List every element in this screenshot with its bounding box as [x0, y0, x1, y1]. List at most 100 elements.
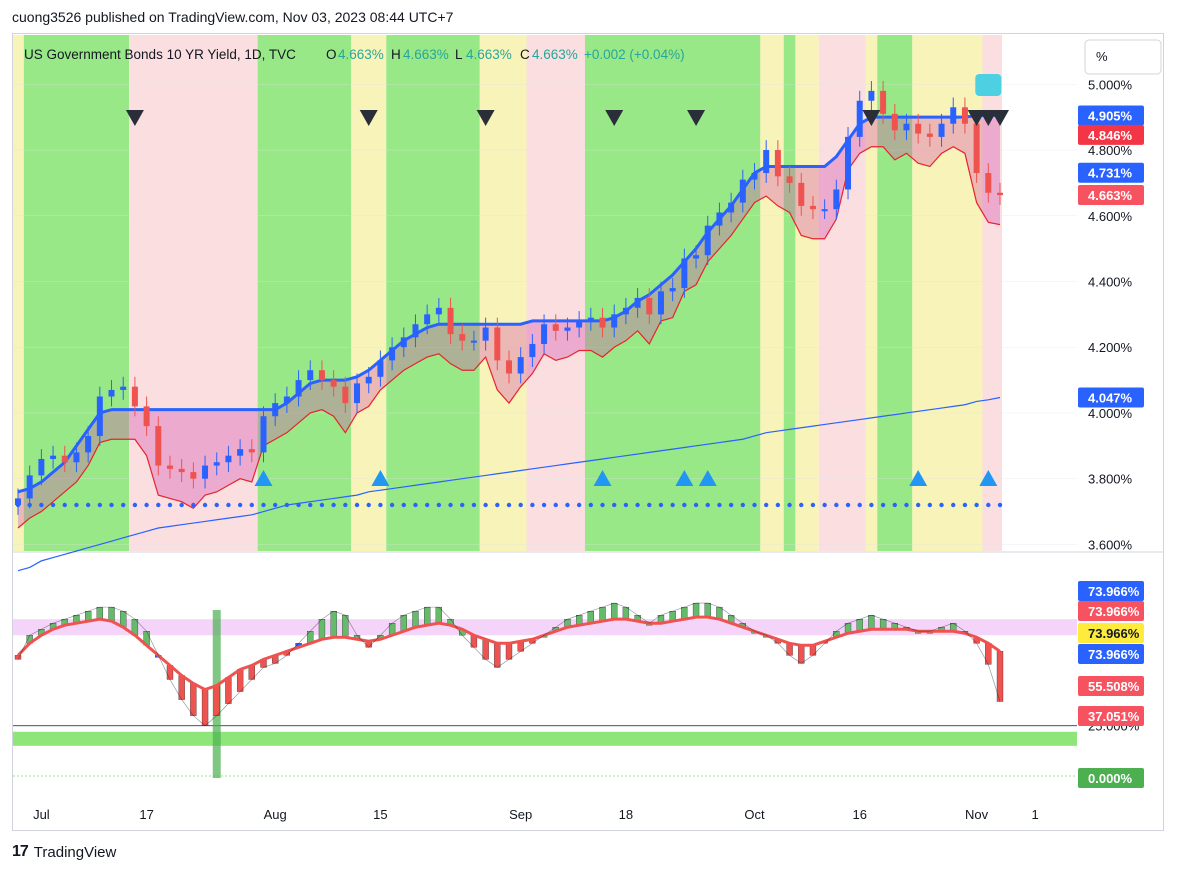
- baseline-dot: [214, 502, 219, 508]
- candle-body: [260, 416, 267, 453]
- candle-body: [599, 317, 606, 328]
- baseline-dot: [775, 502, 781, 508]
- candle-body: [693, 255, 700, 259]
- ma-series-line: [17, 396, 1001, 572]
- percent-scale-button[interactable]: [1084, 39, 1162, 75]
- baseline-dot: [389, 502, 395, 508]
- time-axis-tick: Jul: [33, 807, 50, 822]
- oscillator-pane: 25.000%73.966%73.966%73.966%73.966%55.50…: [13, 581, 1144, 788]
- band-yellow: [795, 35, 819, 551]
- candle-body: [482, 327, 489, 341]
- candle-body: [213, 462, 220, 466]
- baseline-dot: [378, 502, 383, 508]
- time-axis: Jul 17 Aug 15 Sep 18 Oct 16 Nov 1: [33, 807, 1039, 822]
- oscillator-bar: [611, 602, 618, 620]
- candle-body: [938, 123, 945, 137]
- buy-signal-marker: [909, 470, 928, 486]
- baseline-dot: [284, 502, 290, 508]
- buy-signal-marker: [371, 470, 390, 486]
- candle-body: [202, 465, 209, 479]
- candle-body: [365, 376, 372, 384]
- candle-body: [552, 324, 559, 331]
- baseline-dot: [74, 502, 79, 508]
- candle-body: [611, 314, 618, 328]
- price-labels: 4.905% 4.846% 4.731% 4.663% 4.047%: [1078, 105, 1144, 408]
- price-axis: 5.000% 4.800% 4.600% 4.400% 4.200% 4.000% 3.80…: [1088, 77, 1133, 552]
- buy-signal-marker: [698, 470, 717, 486]
- band-pink: [982, 35, 1002, 551]
- baseline-dot: [401, 502, 406, 508]
- candle-body: [646, 297, 653, 315]
- oscillator-label-text: 55.508%: [1088, 679, 1140, 694]
- baseline-dot: [904, 502, 909, 508]
- baseline-dot: [880, 502, 886, 508]
- candle-body: [155, 426, 162, 466]
- candle-body: [459, 334, 466, 341]
- legend-open-value: 4.663%: [338, 47, 384, 62]
- time-axis-tick: Nov: [965, 807, 989, 822]
- band-green: [386, 35, 480, 551]
- oscillator-bar: [868, 615, 875, 630]
- oscillator-bar: [236, 669, 244, 692]
- oscillator-bar: [879, 619, 887, 630]
- candle-body: [447, 307, 454, 335]
- oscillator-label-tag: [1078, 623, 1144, 643]
- time-axis-tick: Oct: [744, 807, 765, 822]
- candle-body: [634, 297, 641, 308]
- candle-body: [61, 455, 68, 463]
- baseline-dot: [39, 502, 44, 508]
- oscillator-label-text: 73.966%: [1088, 604, 1140, 619]
- price-label-tag: [1078, 387, 1144, 408]
- baseline-dot: [249, 502, 255, 508]
- baseline-dot: [647, 502, 652, 508]
- baseline-dot: [191, 502, 196, 508]
- baseline-dot: [892, 502, 897, 508]
- oscillator-bar: [318, 619, 326, 640]
- candle-body: [856, 100, 863, 137]
- baseline-dot: [436, 502, 442, 508]
- price-label-tag: [1078, 124, 1144, 145]
- candle-body: [751, 173, 758, 180]
- baseline-dot: [109, 502, 114, 508]
- sell-signal-marker: [125, 110, 144, 126]
- candle-body: [73, 452, 80, 463]
- candle-body: [96, 396, 103, 436]
- sell-signal-marker: [476, 110, 495, 126]
- oscillator-bar: [96, 606, 103, 620]
- price-axis-tick: 4.400%: [1088, 274, 1133, 289]
- baseline-dot: [869, 502, 874, 508]
- candle-body: [50, 455, 57, 459]
- baseline-dot: [740, 502, 746, 508]
- oscillator-label-tag: [1078, 706, 1144, 726]
- oscillator-signal-line: [16, 615, 1001, 692]
- oscillator-bar: [798, 645, 805, 664]
- time-axis-tick: Aug: [264, 807, 287, 822]
- baseline-dot: [518, 502, 523, 508]
- candle-body: [657, 291, 664, 315]
- sell-signal-marker: [862, 110, 881, 126]
- buy-signal-marker: [979, 470, 998, 486]
- candle-body: [131, 386, 138, 407]
- candle-body: [681, 258, 688, 289]
- baseline-dot: [939, 502, 944, 508]
- baseline-dot: [272, 502, 278, 508]
- baseline-dot: [728, 502, 734, 508]
- baseline-dot: [27, 502, 32, 508]
- oscillator-label-tag: [1078, 644, 1144, 664]
- baseline-dot: [261, 502, 266, 508]
- band-yellow: [865, 35, 878, 551]
- baseline-dot: [822, 502, 827, 508]
- baseline-dot: [97, 502, 103, 508]
- baseline-dot: [623, 502, 629, 508]
- baseline-dot: [927, 502, 933, 508]
- baseline-dot: [15, 502, 21, 508]
- candle-body: [973, 123, 980, 174]
- candle-body: [809, 205, 816, 210]
- baseline-dot: [308, 502, 313, 508]
- oscillator-label-text: 73.966%: [1088, 647, 1140, 662]
- baseline-dot: [202, 502, 208, 508]
- baseline-dot: [752, 502, 757, 508]
- baseline-dot: [565, 502, 570, 508]
- baseline-dot: [50, 502, 56, 508]
